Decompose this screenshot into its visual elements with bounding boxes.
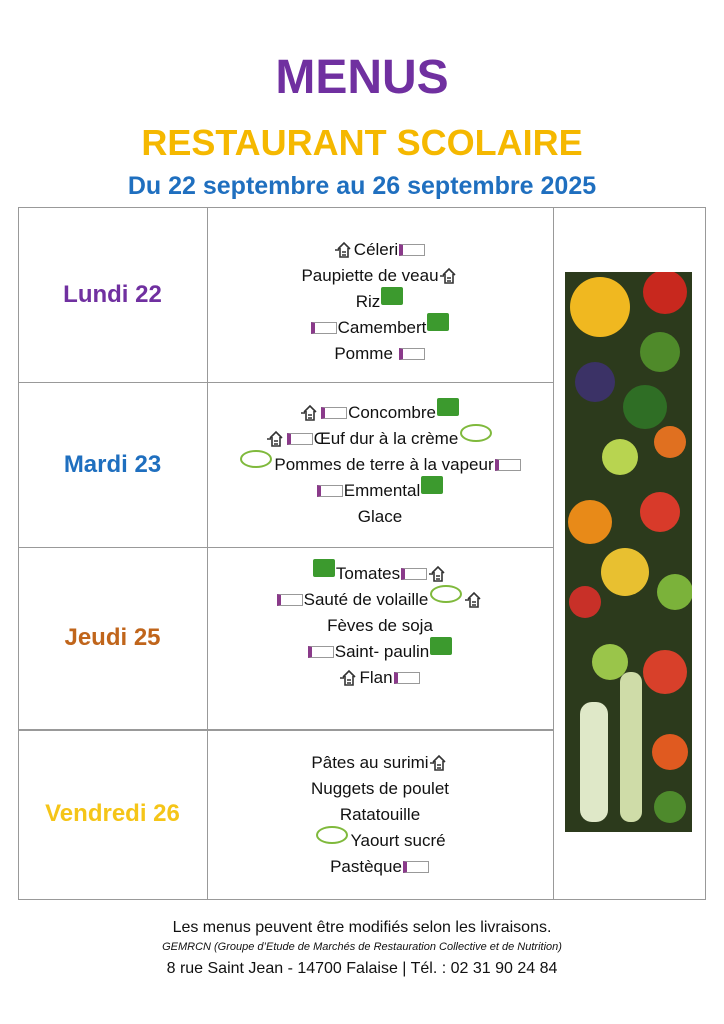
menu-item: Nuggets de poulet xyxy=(311,776,449,802)
dish: Glace xyxy=(357,507,403,526)
dish: Pâtes au surimi xyxy=(311,752,429,772)
frais-icon xyxy=(393,672,420,684)
dish: Pomme xyxy=(334,344,393,363)
footer-notice: Les menus peuvent être modifiés selon le… xyxy=(172,919,552,936)
menu-column xyxy=(207,207,554,900)
house-icon xyxy=(339,669,359,687)
house-icon xyxy=(429,754,449,772)
frais-icon xyxy=(307,646,334,658)
dish: Riz xyxy=(355,292,381,311)
ab-icon xyxy=(427,313,450,331)
menu-item: Tomates xyxy=(312,559,448,587)
ab-icon xyxy=(381,287,404,305)
menu-item: Glace xyxy=(358,504,402,530)
menu-item: Flan xyxy=(339,665,420,691)
dish: Sauté de volaille xyxy=(303,590,429,609)
menu-item: Riz xyxy=(355,287,405,315)
house-icon xyxy=(428,565,448,583)
menu-item: Saint- paulin xyxy=(307,637,454,665)
locaux-icon xyxy=(460,424,493,442)
menu-item: Sauté de volaille xyxy=(276,585,485,613)
menu-item: Pomme xyxy=(334,341,425,367)
subtitle: RESTAURANT SCOLAIRE xyxy=(141,122,583,163)
menu-item: Pommes de terre à la vapeur xyxy=(238,450,521,478)
dish: Emmental xyxy=(343,481,421,500)
day-label: Mardi 23 xyxy=(63,450,162,478)
dish: Œuf dur à la crème xyxy=(313,429,459,448)
frais-icon xyxy=(399,244,426,256)
frais-icon xyxy=(316,485,343,497)
house-icon xyxy=(266,430,286,448)
ab-icon xyxy=(312,559,335,577)
frais-icon xyxy=(321,407,348,419)
menu-item: Céleri xyxy=(334,237,426,263)
menu-item: Ratatouille xyxy=(340,802,420,828)
menu-item: Concombre xyxy=(300,398,460,426)
dish: Yaourt sucré xyxy=(350,830,446,850)
vegetables-image xyxy=(565,272,692,832)
menu-item: Fèves de soja xyxy=(327,613,433,639)
ab-icon xyxy=(421,476,444,494)
dish: Fèves de soja xyxy=(327,616,433,635)
footer-gemrcn: GEMRCN (Groupe d’Etude de Marchés de Res… xyxy=(162,941,562,953)
day-label: Vendredi 26 xyxy=(45,800,180,827)
dish: Nuggets de poulet xyxy=(311,778,449,798)
house-icon xyxy=(464,591,484,609)
frais-icon xyxy=(310,322,337,334)
title: MENUS xyxy=(275,51,449,104)
dish: Céleri xyxy=(353,240,399,259)
frais-icon xyxy=(286,433,313,445)
menu-item: Œuf dur à la crème xyxy=(266,424,495,452)
row-border xyxy=(18,382,554,548)
frais-icon xyxy=(398,348,425,360)
menu-item: Camembert xyxy=(310,313,451,341)
menu-cell: Tomates Sauté de volaille Fèves de soja … xyxy=(207,550,553,702)
locaux-icon xyxy=(316,825,349,844)
frais-icon xyxy=(276,594,303,606)
dates: Du 22 septembre au 26 septembre 2025 xyxy=(127,172,597,200)
frais-icon xyxy=(402,860,429,873)
house-icon xyxy=(439,267,459,285)
menu-cell: Céleri Paupiette de veau Riz Camembert P… xyxy=(207,222,553,382)
dish: Tomates xyxy=(335,564,401,583)
dish: Paupiette de veau xyxy=(301,266,439,285)
menu-item: Pastèque xyxy=(330,854,430,880)
locaux-icon xyxy=(430,585,463,603)
day-label: Jeudi 25 xyxy=(64,624,161,651)
dish: Saint- paulin xyxy=(334,642,430,661)
dish: Flan xyxy=(359,668,393,687)
menu-cell: Concombre Œuf dur à la crème Pommes de t… xyxy=(207,385,553,545)
locaux-icon xyxy=(240,450,273,468)
dish: Concombre xyxy=(348,403,436,422)
ab-icon xyxy=(436,398,459,416)
dish: Camembert xyxy=(337,318,427,337)
dish: Pastèque xyxy=(330,856,402,876)
row-border xyxy=(18,729,554,731)
menu-item: Yaourt sucré xyxy=(314,825,446,854)
ab-icon xyxy=(430,637,453,655)
frais-icon xyxy=(401,568,428,580)
menu-item: Emmental xyxy=(316,476,445,504)
menu-item: Paupiette de veau xyxy=(301,263,458,289)
menu-cell: Pâtes au surimi Nuggets de poulet Ratato… xyxy=(207,742,553,887)
frais-icon xyxy=(494,459,521,471)
menu-item: Pâtes au surimi xyxy=(311,750,448,776)
dish: Ratatouille xyxy=(339,804,421,824)
day-label: Lundi 22 xyxy=(63,280,162,308)
house-icon xyxy=(334,241,354,259)
house-icon xyxy=(300,404,320,422)
dish: Pommes de terre à la vapeur xyxy=(274,455,494,474)
footer-address: 8 rue Saint Jean - 14700 Falaise | Tél. … xyxy=(166,960,558,977)
